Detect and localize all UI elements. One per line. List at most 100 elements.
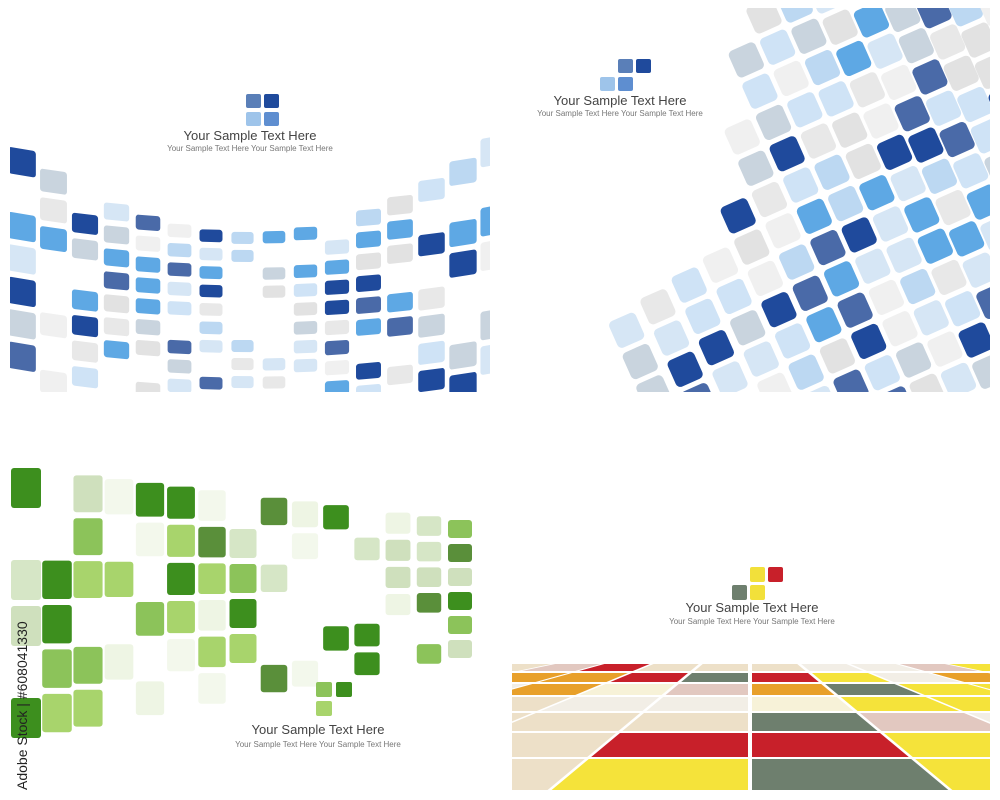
tile bbox=[103, 271, 130, 291]
tile bbox=[898, 28, 934, 64]
tile bbox=[354, 537, 380, 561]
tile bbox=[480, 307, 490, 341]
tile bbox=[855, 248, 891, 284]
tile bbox=[448, 592, 472, 610]
tile bbox=[356, 296, 381, 314]
tile bbox=[167, 378, 192, 392]
tile bbox=[293, 321, 318, 335]
tile bbox=[135, 277, 161, 294]
tile bbox=[681, 673, 748, 682]
tile bbox=[167, 524, 195, 557]
tile bbox=[448, 544, 472, 562]
tile bbox=[512, 713, 532, 722]
tile bbox=[836, 40, 872, 77]
tile bbox=[913, 300, 949, 336]
tile bbox=[291, 501, 319, 528]
tile bbox=[418, 286, 445, 311]
tile bbox=[104, 479, 134, 515]
tile bbox=[73, 518, 103, 556]
tile bbox=[198, 600, 226, 631]
tile bbox=[167, 301, 192, 316]
tile bbox=[449, 157, 477, 186]
tile bbox=[199, 284, 223, 298]
tile bbox=[262, 376, 286, 389]
tile bbox=[449, 341, 477, 370]
tile bbox=[915, 759, 990, 790]
tile bbox=[387, 316, 413, 337]
tile bbox=[103, 294, 130, 314]
tile bbox=[804, 50, 841, 86]
tile bbox=[896, 342, 932, 378]
tile bbox=[416, 567, 442, 587]
tile bbox=[512, 759, 585, 790]
tile bbox=[449, 249, 477, 278]
tile bbox=[293, 339, 318, 354]
tile bbox=[935, 190, 971, 226]
tile bbox=[812, 673, 890, 682]
tile bbox=[863, 103, 899, 139]
tile bbox=[71, 289, 99, 312]
tile bbox=[898, 684, 990, 695]
tile bbox=[147, 759, 421, 791]
tile bbox=[894, 96, 930, 132]
tile bbox=[788, 354, 824, 390]
tile bbox=[681, 383, 717, 392]
tile bbox=[293, 283, 318, 297]
tile bbox=[832, 112, 868, 148]
title: Your Sample Text Here bbox=[252, 722, 385, 737]
tile bbox=[135, 298, 161, 315]
tile bbox=[720, 198, 756, 234]
tile bbox=[224, 697, 393, 711]
tile bbox=[10, 211, 36, 243]
tile bbox=[841, 217, 877, 253]
tile bbox=[931, 259, 967, 295]
tile bbox=[262, 285, 286, 298]
tile bbox=[40, 168, 67, 195]
tile bbox=[103, 202, 130, 222]
tile bbox=[291, 533, 319, 560]
tile bbox=[406, 664, 502, 671]
tile bbox=[521, 664, 601, 671]
tile bbox=[825, 684, 921, 695]
tile bbox=[167, 359, 192, 374]
tile bbox=[927, 331, 963, 367]
tile bbox=[698, 330, 734, 366]
panel-floor bbox=[147, 664, 990, 791]
tile bbox=[231, 249, 254, 262]
tile bbox=[867, 33, 903, 69]
tile bbox=[71, 340, 99, 363]
tile bbox=[416, 541, 442, 562]
tile bbox=[324, 319, 350, 336]
tile bbox=[71, 212, 99, 235]
tile bbox=[387, 219, 413, 240]
tile bbox=[591, 733, 748, 757]
tile bbox=[665, 684, 748, 695]
tile bbox=[385, 539, 411, 561]
tile bbox=[929, 697, 990, 711]
tile bbox=[899, 664, 979, 671]
tile bbox=[10, 276, 36, 308]
tile bbox=[972, 353, 990, 389]
tile bbox=[10, 147, 36, 178]
tile bbox=[971, 684, 990, 690]
tile bbox=[828, 186, 864, 222]
tile bbox=[418, 313, 445, 338]
watermark: Adobe Stock | #608041330 bbox=[14, 621, 30, 790]
tile bbox=[900, 269, 936, 305]
tile bbox=[356, 318, 381, 336]
tile bbox=[734, 229, 770, 265]
tile bbox=[512, 664, 552, 671]
tile bbox=[324, 339, 350, 356]
tile bbox=[198, 490, 226, 521]
tile bbox=[512, 684, 602, 695]
tile bbox=[757, 372, 793, 392]
tile bbox=[198, 526, 226, 558]
tile bbox=[480, 238, 490, 271]
tile bbox=[293, 302, 318, 316]
tile bbox=[968, 713, 990, 723]
tile bbox=[912, 59, 948, 95]
tile bbox=[824, 261, 860, 297]
tile bbox=[636, 664, 699, 671]
tile bbox=[71, 238, 99, 261]
tile bbox=[199, 339, 223, 353]
